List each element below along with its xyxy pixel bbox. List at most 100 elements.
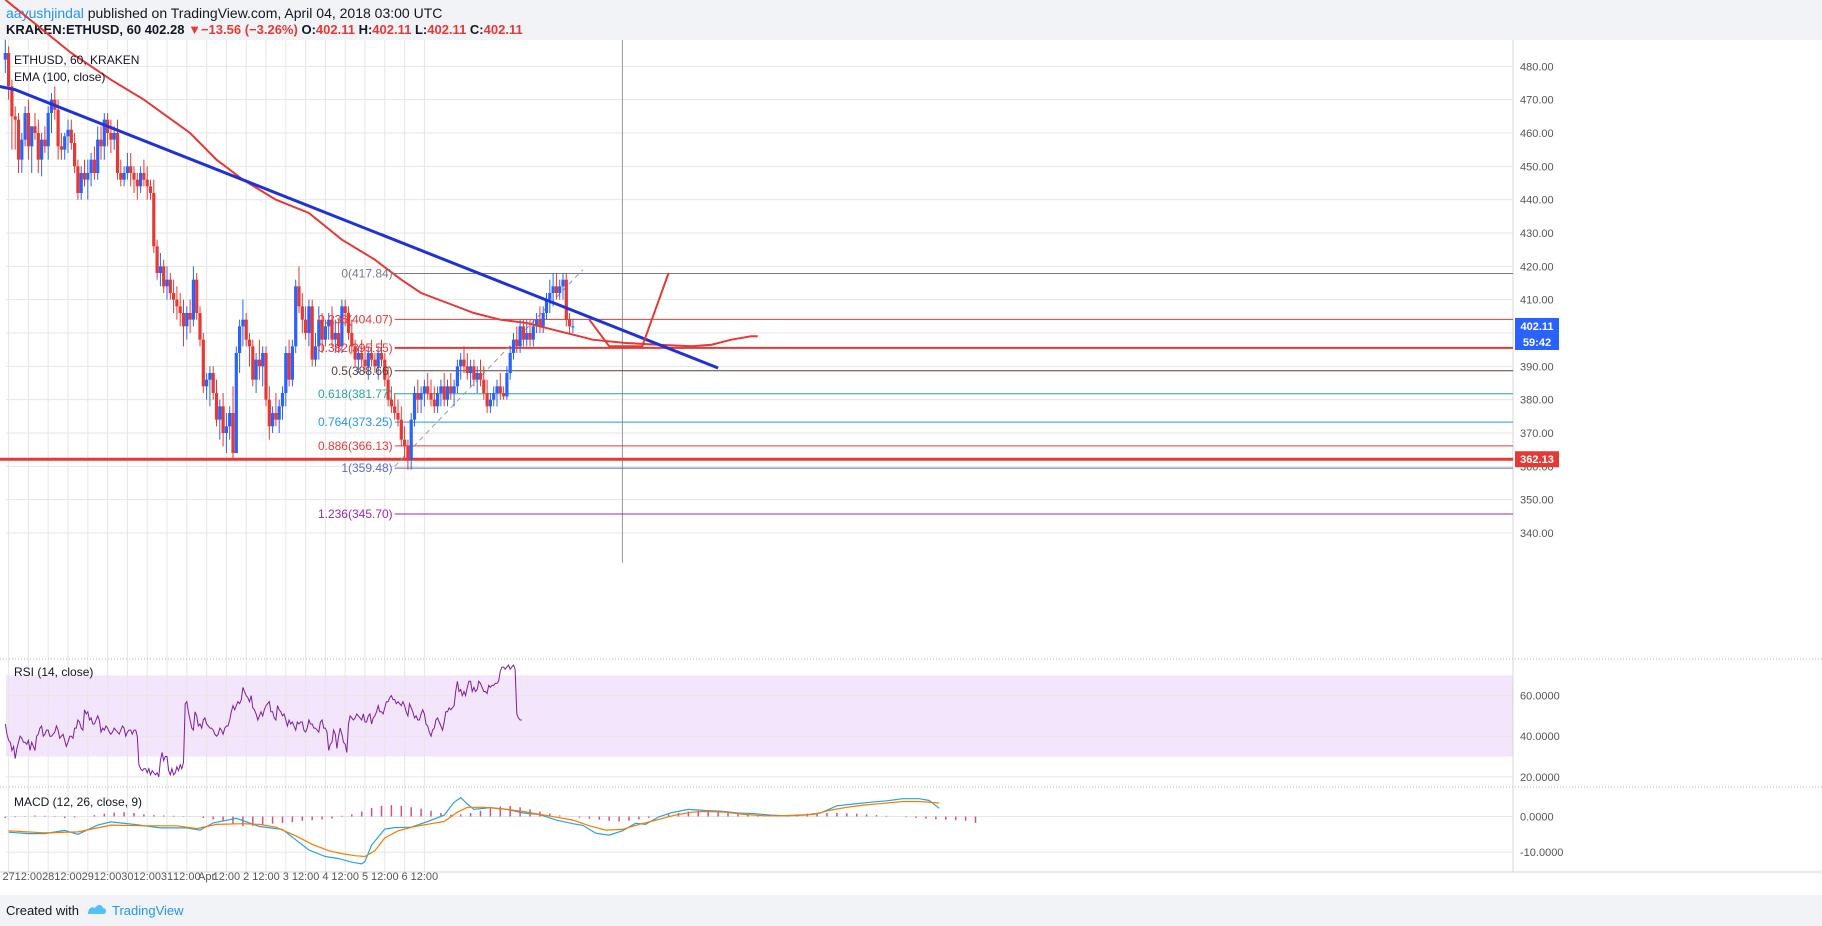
candle-body xyxy=(26,113,30,147)
candle-body xyxy=(379,353,384,360)
candle-body xyxy=(46,113,50,147)
fib-level-label: 0(417.84) xyxy=(341,267,392,281)
candle-body xyxy=(181,313,186,327)
candle-body xyxy=(432,399,436,407)
macd-tick-label: 0.0000 xyxy=(1520,812,1554,824)
fib-level-label: 0.382(395.55) xyxy=(318,341,393,355)
price-tick-label: 480.00 xyxy=(1520,61,1554,73)
candle-body xyxy=(86,173,90,180)
candle-body xyxy=(280,393,285,407)
candle-body xyxy=(125,166,129,173)
candle-body xyxy=(475,373,479,380)
rsi-tick-label: 40.0000 xyxy=(1520,731,1560,743)
publish-text: published on TradingView.com, April 04, … xyxy=(83,5,443,21)
candle-body xyxy=(191,279,195,320)
candle-body xyxy=(63,136,67,150)
candle-body xyxy=(304,319,308,333)
close-label: C: xyxy=(469,22,484,37)
time-tick-label: 5 xyxy=(362,871,368,883)
close-value: 402.11 xyxy=(483,22,523,37)
fib-level-label: 0.236(404.07) xyxy=(318,312,393,326)
candle-body xyxy=(168,279,172,293)
tradingview-link[interactable]: TradingView xyxy=(86,899,190,919)
price-tag-box xyxy=(1515,451,1559,468)
candle-body xyxy=(228,413,232,427)
candle-body xyxy=(175,299,179,307)
candle-body xyxy=(56,109,60,147)
fib-level-label: 0.886(366.13) xyxy=(318,439,393,453)
time-tick-label: 12:00 xyxy=(94,871,122,883)
candle-body xyxy=(73,143,77,167)
candle-body xyxy=(221,406,225,433)
candle-body xyxy=(455,366,459,387)
candle-body xyxy=(465,366,469,373)
ema-legend: EMA (100, close) xyxy=(14,70,105,84)
candle-body xyxy=(508,353,512,373)
projection-path xyxy=(588,272,670,348)
symbol-interval: KRAKEN:ETHUSD, 60 xyxy=(6,22,142,37)
candle-body xyxy=(102,119,106,147)
candle-body xyxy=(396,413,400,420)
candle-body xyxy=(267,399,271,427)
signal-line xyxy=(8,800,940,858)
candle-body xyxy=(162,266,166,287)
price-tag-label: 362.13 xyxy=(1520,454,1554,466)
candle-body xyxy=(294,286,298,347)
candle-body xyxy=(307,306,311,333)
time-tick-label: 12:00 xyxy=(252,871,280,883)
price-tick-label: 430.00 xyxy=(1520,228,1554,240)
candle-body xyxy=(40,139,44,160)
candle-body xyxy=(488,399,492,407)
candle-body xyxy=(122,173,126,180)
time-tick-label: 3 xyxy=(283,871,289,883)
candle-body xyxy=(541,313,545,327)
candle-body xyxy=(66,129,70,137)
candle-body xyxy=(548,293,552,300)
price-tick-label: 380.00 xyxy=(1520,395,1554,407)
candle-body xyxy=(317,319,321,347)
candle-body xyxy=(442,386,446,400)
candle-body xyxy=(389,399,393,407)
candle-body xyxy=(261,353,265,367)
candle-body xyxy=(505,373,509,397)
candle-body xyxy=(300,306,304,320)
candle-body xyxy=(208,373,212,380)
candle-body xyxy=(76,166,80,193)
candle-body xyxy=(3,53,7,60)
candle-body xyxy=(403,439,407,447)
candle-body xyxy=(172,293,176,300)
time-tick-label: 12:00 xyxy=(371,871,399,883)
candle-body xyxy=(478,373,483,380)
candle-body xyxy=(320,319,324,340)
candle-body xyxy=(297,286,301,307)
price-tag-label: 402.11 xyxy=(1520,321,1553,333)
price-pane-title: ETHUSD, 60, KRAKEN xyxy=(14,53,139,67)
candle-body xyxy=(492,393,496,400)
candle-body xyxy=(214,393,219,420)
macd-tick-label: -10.0000 xyxy=(1520,847,1563,859)
time-tick-label: 31 xyxy=(161,871,173,883)
low-value: 402.11 xyxy=(427,22,467,37)
candle-body xyxy=(370,353,374,360)
candle-body xyxy=(310,306,314,360)
candle-body xyxy=(155,246,159,273)
created-with-text: Created with xyxy=(6,903,79,918)
candle-body xyxy=(271,413,275,427)
candle-body xyxy=(373,359,377,367)
candle-body xyxy=(89,159,93,173)
change-arrow: ▼ xyxy=(188,22,201,37)
candle-body xyxy=(238,326,242,353)
candle-body xyxy=(274,413,278,420)
candle-body xyxy=(518,326,522,347)
candle-body xyxy=(416,393,420,400)
candle-body xyxy=(16,119,21,160)
candle-body xyxy=(195,279,199,313)
candle-body xyxy=(13,116,17,120)
fib-level-label: 1.236(345.70) xyxy=(318,507,393,521)
fib-level-label: 0.764(373.25) xyxy=(318,415,393,429)
candle-body xyxy=(406,446,410,460)
candle-body xyxy=(564,279,568,320)
candle-body xyxy=(544,299,549,313)
candle-body xyxy=(264,353,268,400)
